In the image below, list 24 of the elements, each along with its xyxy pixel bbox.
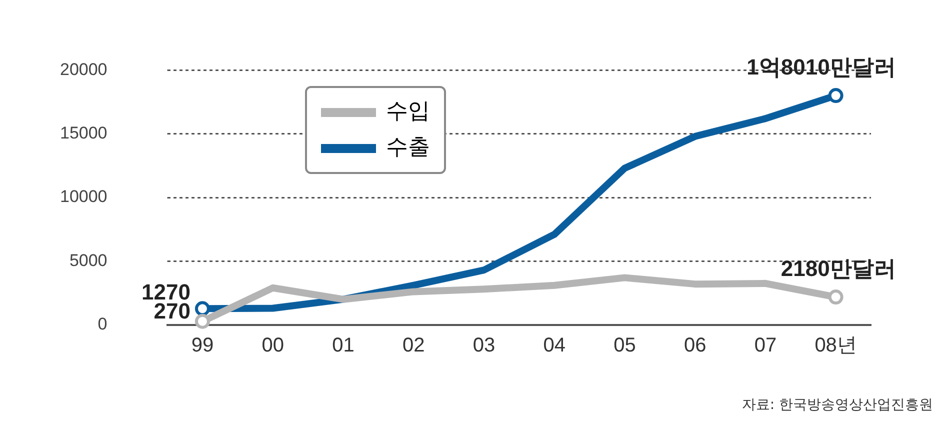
x-tick-label: 04 (543, 334, 566, 356)
point (828, 290, 844, 305)
y-tick-label: 10000 (60, 187, 108, 206)
y-tick-label: 0 (98, 314, 108, 334)
annotation: 2180만달러 (780, 256, 896, 282)
text: 자료: 한국방송영상산업진흥원 (742, 396, 933, 414)
point (194, 301, 210, 316)
annotation: 1억8010만달러 (746, 54, 896, 80)
x-tick-label: 07 (754, 334, 777, 356)
y-tick-label: 20000 (60, 60, 108, 79)
x-tick-label: 02 (402, 334, 425, 356)
y-tick-label: 15000 (60, 124, 108, 143)
x-tick-label: 01 (332, 334, 354, 356)
x-tick-label: 08년 (814, 334, 857, 356)
x-tick-label: 00 (262, 334, 284, 356)
x-tick-label: 06 (684, 334, 706, 356)
x-tick-label: 99 (191, 334, 214, 356)
y-tick-label: 5000 (69, 250, 108, 270)
point (828, 88, 844, 104)
legend-label: 수출 (386, 134, 430, 162)
x-tick-label: 03 (472, 334, 496, 356)
legend-label: 수입 (386, 98, 430, 126)
point (194, 314, 210, 329)
x-tick-label: 05 (614, 334, 636, 356)
